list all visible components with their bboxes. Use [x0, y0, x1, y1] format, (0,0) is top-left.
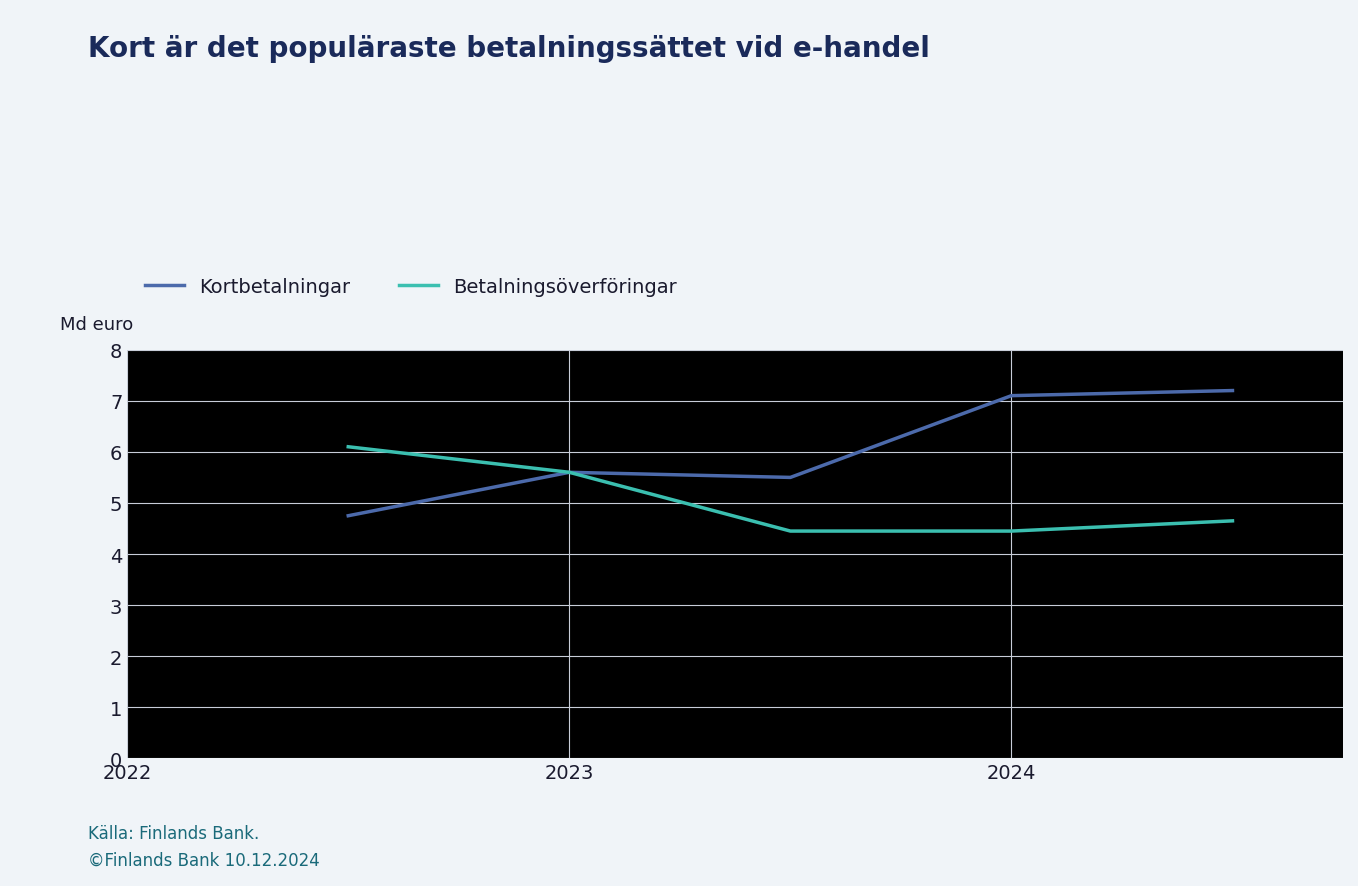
Text: Kort är det populäraste betalningssättet vid e-handel: Kort är det populäraste betalningssättet…: [88, 35, 930, 64]
Text: Md euro: Md euro: [60, 316, 133, 334]
Text: Källa: Finlands Bank.
©Finlands Bank 10.12.2024: Källa: Finlands Bank. ©Finlands Bank 10.…: [88, 824, 320, 868]
Legend: Kortbetalningar, Betalningsöverföringar: Kortbetalningar, Betalningsöverföringar: [137, 270, 684, 305]
